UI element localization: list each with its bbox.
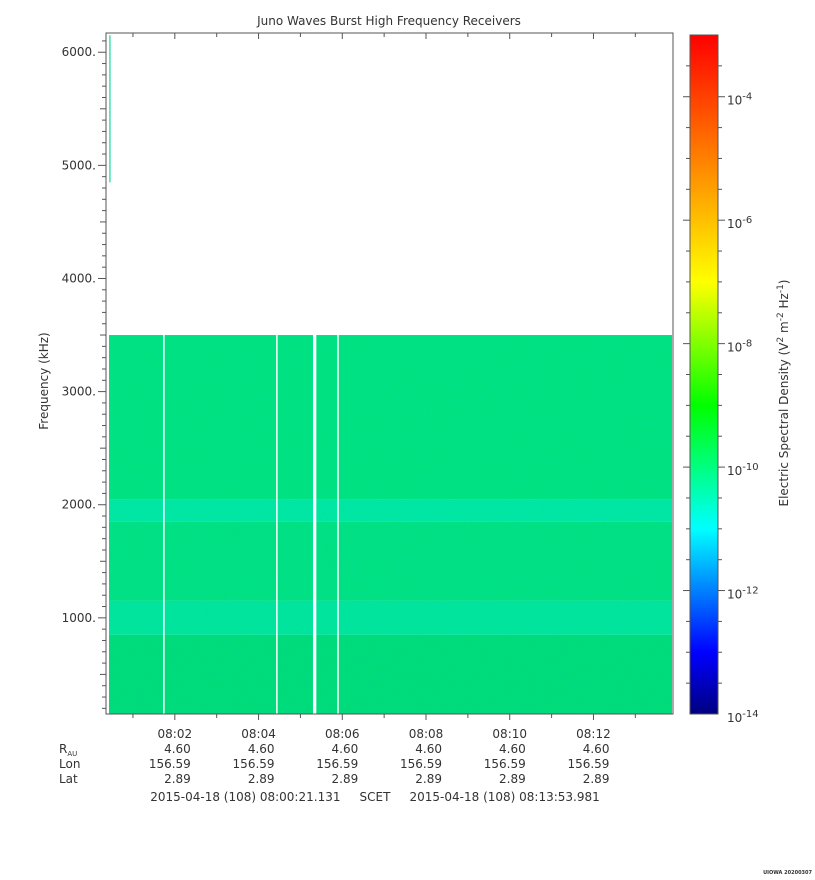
- y-tick-label: 5000.: [62, 158, 96, 172]
- colorbar-tick-label: 10-14: [727, 709, 759, 725]
- y-axis: 1000. 2000. 3000. 4000. 5000. 6000.: [62, 40, 106, 709]
- ephemeris-value: 156.59: [233, 757, 275, 771]
- colorbar-tick-label: 10-12: [727, 586, 759, 602]
- ephemeris-value: 156.59: [149, 757, 191, 771]
- colorbar-gradient: [689, 34, 719, 715]
- ephemeris-row-label: RAU: [59, 742, 77, 758]
- y-tick-label: 3000.: [62, 385, 96, 399]
- ephemeris-row-label: Lon: [59, 757, 80, 771]
- colorbar-ticks: 10-14 10-12 10-10 10-8 10-6 10-4: [683, 65, 759, 725]
- time-range: 2015-04-18 (108) 08:00:21.131 SCET 2015-…: [150, 790, 600, 804]
- ephemeris-value: 4.60: [415, 742, 442, 756]
- data-gap: [337, 335, 339, 714]
- ephemeris-value: 4.60: [164, 742, 191, 756]
- colorbar-tick-label: 10-8: [727, 339, 752, 355]
- colorbar-tick-label: 10-4: [727, 92, 752, 108]
- ephemeris-value: 2.89: [583, 772, 610, 786]
- plot-area: [109, 35, 672, 714]
- ephemeris-value: 156.59: [567, 757, 609, 771]
- ephemeris-value: 156.59: [484, 757, 526, 771]
- ephemeris-value: 2.89: [415, 772, 442, 786]
- x-axis: 08:02 08:04 08:06 08:08 08:10 08:12: [132, 33, 636, 741]
- data-gap: [163, 335, 165, 714]
- colorbar: [689, 34, 719, 715]
- y-axis-label: Frequency (kHz): [37, 332, 51, 429]
- y-tick-label: 2000.: [62, 498, 96, 512]
- colorbar-label: Electric Spectral Density (V2 m-2 Hz-1): [776, 279, 791, 506]
- spectrogram-noise: [109, 335, 672, 714]
- ephemeris-value: 2.89: [332, 772, 359, 786]
- ephemeris-value: 4.60: [248, 742, 275, 756]
- ephemeris-table: RAU 4.60 4.60 4.60 4.60 4.60 4.60 Lon 156.59 156.…: [59, 742, 609, 786]
- ephemeris-value: 2.89: [248, 772, 275, 786]
- y-tick-label: 6000.: [62, 45, 96, 59]
- ephemeris-row-label: Lat: [59, 772, 78, 786]
- x-tick-label: 08:04: [241, 727, 276, 741]
- ephemeris-value: 156.59: [316, 757, 358, 771]
- x-tick-label: 08:12: [576, 727, 611, 741]
- y-tick-label: 1000.: [62, 611, 96, 625]
- colorbar-tick-label: 10-6: [727, 215, 752, 231]
- data-gap: [276, 335, 278, 714]
- x-tick-label: 08:08: [409, 727, 444, 741]
- footer-tag: UIOWA 20200307: [763, 870, 812, 876]
- ephemeris-value: 4.60: [332, 742, 359, 756]
- ephemeris-value: 4.60: [583, 742, 610, 756]
- x-tick-label: 08:02: [158, 727, 193, 741]
- ephemeris-value: 156.59: [400, 757, 442, 771]
- ephemeris-value: 4.60: [499, 742, 526, 756]
- chart-title: Juno Waves Burst High Frequency Receiver…: [256, 14, 521, 28]
- ephemeris-value: 2.89: [499, 772, 526, 786]
- plot-frame: [105, 32, 674, 715]
- x-tick-label: 08:06: [325, 727, 360, 741]
- data-gap: [312, 335, 317, 714]
- ephemeris-value: 2.89: [164, 772, 191, 786]
- x-tick-label: 08:10: [492, 727, 527, 741]
- colorbar-tick-label: 10-10: [727, 462, 759, 478]
- y-tick-label: 4000.: [62, 271, 96, 285]
